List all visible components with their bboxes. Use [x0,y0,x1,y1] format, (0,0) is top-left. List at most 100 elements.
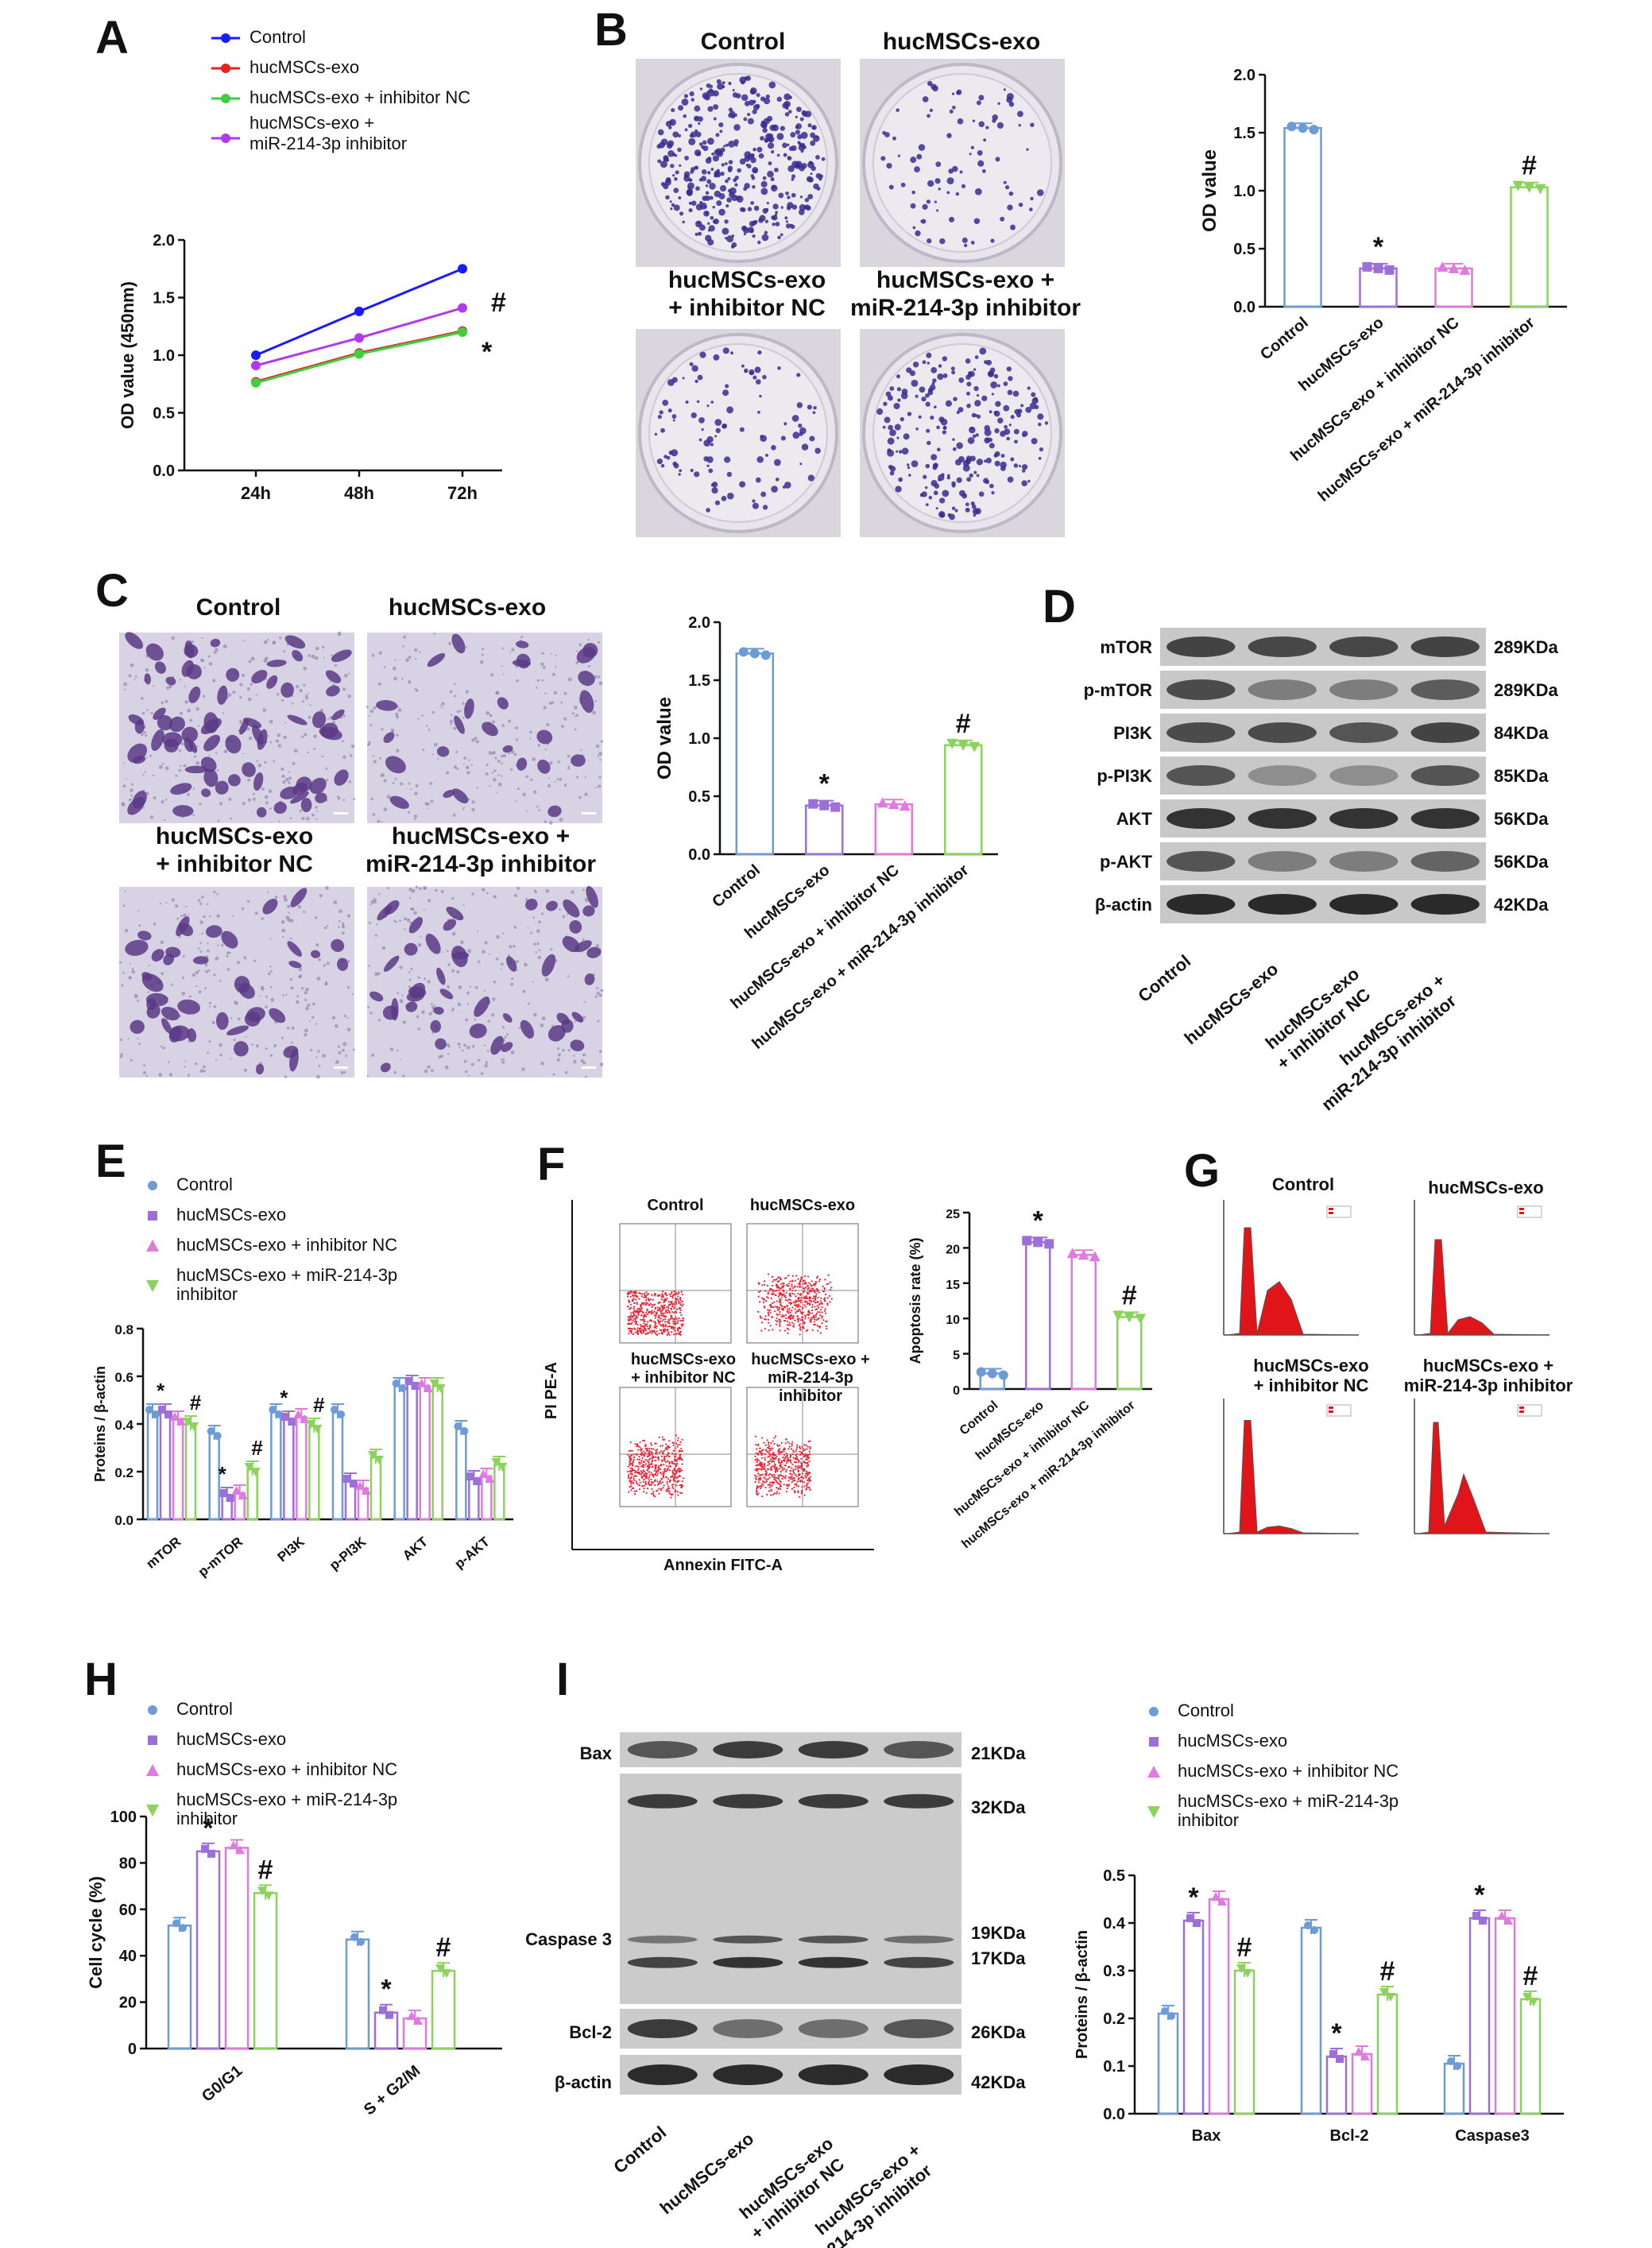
cell [226,667,240,682]
cell [578,671,595,687]
colony [965,507,970,513]
event [671,1297,674,1299]
cell [452,788,469,804]
colony [697,374,703,381]
cell [325,670,342,683]
pore [417,718,420,720]
colony [1003,381,1008,386]
pore [217,944,219,947]
colony [977,160,985,167]
colony [752,502,759,509]
colony [760,435,767,442]
cell [188,686,201,703]
colony [938,364,942,368]
event [645,1291,648,1294]
event [681,1300,683,1303]
pore [233,1039,236,1042]
event [648,1331,652,1333]
colony [811,165,816,172]
event [631,1328,634,1330]
colony [1007,389,1013,396]
colony [884,416,891,424]
colony [757,410,760,414]
pore [509,945,513,949]
pore [183,913,187,918]
colony [932,465,938,470]
pore [410,967,413,970]
colony [759,215,766,222]
plate-title-line: hucMSCs-exo [667,267,826,293]
colony [952,165,958,172]
colony [1037,413,1044,420]
colony [919,493,924,497]
colony [744,100,750,106]
colony [689,91,694,97]
colony [782,142,787,149]
colony [703,456,709,462]
cell [164,738,179,753]
colony [657,159,662,164]
pore [455,750,458,753]
cell [433,1006,444,1015]
pore [469,985,472,989]
blot-strip [1160,756,1486,795]
pore [237,1017,241,1021]
colony [677,147,682,153]
pore [266,638,269,641]
pore [374,972,379,977]
pore [329,716,333,720]
event [631,1315,633,1317]
colony [768,137,773,142]
event [668,1325,671,1328]
event [653,1326,656,1329]
pore [187,708,192,713]
colony [977,149,983,156]
colony [876,408,884,416]
colony [799,462,803,466]
pore [147,991,149,993]
colony [991,491,995,495]
blot-row-label: β-actin [1094,895,1152,915]
significance-mark: # [491,288,506,318]
colony [710,400,714,404]
pore [421,1010,425,1015]
pore [486,710,490,715]
pore [119,1054,123,1058]
colony [1016,412,1022,418]
data-point [288,1418,296,1426]
colony [716,168,721,173]
pore [544,692,547,695]
data-point [458,303,467,313]
y-tick-label: 1.5 [688,672,710,690]
event [636,1317,638,1319]
pore [373,760,377,764]
event [794,1308,796,1310]
event [791,1306,794,1309]
pore [480,1072,484,1076]
significance-mark: # [1237,1933,1252,1963]
colony [919,386,926,393]
pore [215,1059,218,1062]
cell [290,888,308,907]
colony [673,188,679,194]
data-point [958,740,969,751]
data-point [1310,1926,1318,1934]
pore [486,763,489,766]
colony [735,93,741,99]
event [638,1298,640,1300]
colony [912,361,919,368]
colony [706,508,710,513]
pore [346,1016,349,1020]
pore [409,896,412,900]
blot-row-label: p-AKT [1100,852,1152,872]
colony [694,165,698,169]
pore [576,776,579,779]
colony [889,470,895,476]
pore [219,1043,222,1047]
pore [164,766,169,771]
pore [508,719,512,723]
plate-title: Control [700,29,786,55]
pore [597,755,600,757]
pore [307,692,309,695]
